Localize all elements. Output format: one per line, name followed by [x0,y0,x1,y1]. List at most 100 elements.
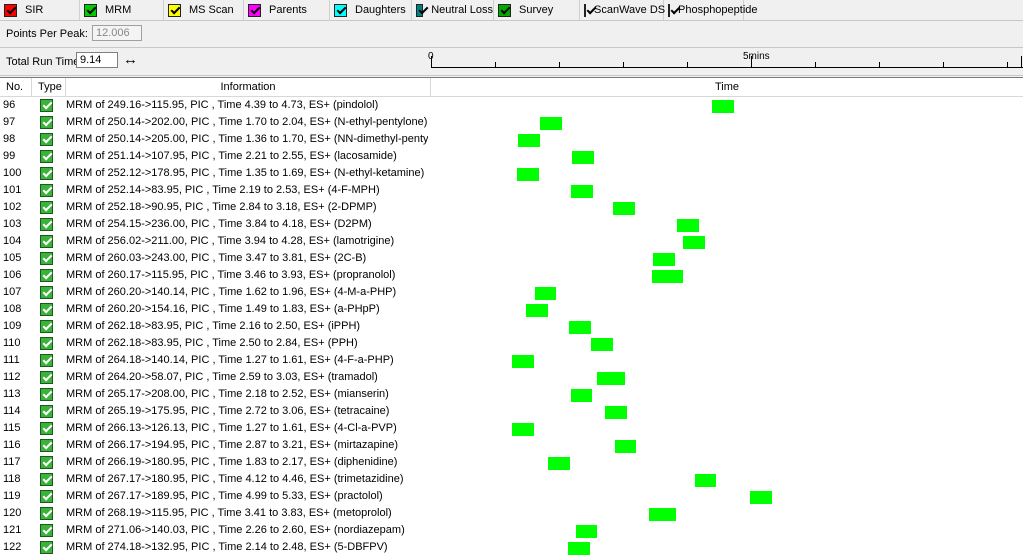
time-window-bar[interactable] [649,508,677,521]
mrm-type-icon [40,337,53,350]
table-row[interactable]: 104 MRM of 256.02->211.00, PIC , Time 3.9… [0,233,1023,250]
table-row[interactable]: 122 MRM of 274.18->132.95, PIC , Time 2.1… [0,539,1023,556]
time-window-bar[interactable] [539,117,562,130]
table-row[interactable]: 121 MRM of 271.06->140.03, PIC , Time 2.2… [0,522,1023,539]
time-window-bar[interactable] [605,406,627,419]
row-number: 98 [3,133,16,145]
time-window-bar[interactable] [676,219,699,232]
toolbar-button[interactable]: Daughters [330,0,412,20]
mrm-type-icon [40,490,53,503]
table-row[interactable]: 101 MRM of 252.14->83.95, PIC , Time 2.19… [0,182,1023,199]
table-row[interactable]: 106 MRM of 260.17->115.95, PIC , Time 3.4… [0,267,1023,284]
table-row[interactable]: 99 MRM of 251.14->107.95, PIC , Time 2.21… [0,148,1023,165]
time-window-bar[interactable] [652,270,683,283]
time-window-bar[interactable] [694,474,717,487]
expand-horizontal-icon[interactable]: ↔ [123,51,138,68]
time-window-bar[interactable] [526,304,549,317]
column-header-time[interactable]: Time [714,81,740,93]
table-row[interactable]: 112 MRM of 264.20->58.07, PIC , Time 2.59… [0,369,1023,386]
table-row[interactable]: 109 MRM of 262.18->83.95, PIC , Time 2.16… [0,318,1023,335]
time-window-bar[interactable] [512,355,535,368]
total-run-time-label: Total Run Time: [6,56,83,68]
toolbar-button[interactable]: MS Scan [164,0,244,20]
mrm-type-icon [40,524,53,537]
table-row[interactable]: 107 MRM of 260.20->140.14, PIC , Time 1.6… [0,284,1023,301]
column-header-type[interactable]: Type [32,78,66,96]
table-row[interactable]: 96 MRM of 249.16->115.95, PIC , Time 4.39… [0,97,1023,114]
table-row[interactable]: 113 MRM of 265.17->208.00, PIC , Time 2.1… [0,386,1023,403]
toolbar-button[interactable]: Phosphopeptide [664,0,758,20]
column-header-no[interactable]: No. [0,78,32,96]
table-row[interactable]: 120 MRM of 268.19->115.95, PIC , Time 3.4… [0,505,1023,522]
table-row[interactable]: 117 MRM of 266.19->180.95, PIC , Time 1.8… [0,454,1023,471]
time-window-bar[interactable] [750,491,773,504]
mrm-icon [84,3,97,17]
table-row[interactable]: 116 MRM of 266.17->194.95, PIC , Time 2.8… [0,437,1023,454]
toolbar-button-label: ScanWave DS [594,4,666,16]
row-information: MRM of 262.18->83.95, PIC , Time 2.50 to… [66,337,358,349]
time-scale-tick [687,62,688,68]
table-row[interactable]: 98 MRM of 250.14->205.00, PIC , Time 1.36… [0,131,1023,148]
time-window-bar[interactable] [596,372,625,385]
time-window-bar[interactable] [570,389,593,402]
table-row[interactable]: 119 MRM of 267.17->189.95, PIC , Time 4.9… [0,488,1023,505]
mrm-type-icon [40,473,53,486]
row-information: MRM of 271.06->140.03, PIC , Time 2.26 t… [66,524,405,536]
toolbar-button-label: MRM [105,4,132,16]
table-row[interactable]: 111 MRM of 264.18->140.14, PIC , Time 1.2… [0,352,1023,369]
phosphopeptide-icon [668,3,670,17]
row-information: MRM of 266.17->194.95, PIC , Time 2.87 t… [66,439,398,451]
table-row[interactable]: 103 MRM of 254.15->236.00, PIC , Time 3.8… [0,216,1023,233]
time-window-bar[interactable] [612,202,635,215]
row-number: 108 [3,303,22,315]
time-window-bar[interactable] [572,151,595,164]
toolbar-button[interactable]: Neutral Loss [412,0,494,20]
row-number: 103 [3,218,22,230]
toolbar-button[interactable]: Survey [494,0,580,20]
table-row[interactable]: 114 MRM of 265.19->175.95, PIC , Time 2.7… [0,403,1023,420]
row-information: MRM of 266.19->180.95, PIC , Time 1.83 t… [66,456,398,468]
mrm-type-icon [40,133,53,146]
table-row[interactable]: 118 MRM of 267.17->180.95, PIC , Time 4.1… [0,471,1023,488]
time-window-bar[interactable] [591,338,613,351]
time-window-bar[interactable] [683,236,705,249]
toolbar-button[interactable]: SIR [0,0,80,20]
experiment-type-toolbar: SIR MRM MS Scan Parents Daughters Neutral Los… [0,0,1023,21]
time-window-bar[interactable] [571,185,593,198]
mrm-type-icon [40,320,53,333]
table-row[interactable]: 110 MRM of 262.18->83.95, PIC , Time 2.50… [0,335,1023,352]
table-row[interactable]: 102 MRM of 252.18->90.95, PIC , Time 2.84… [0,199,1023,216]
time-window-bar[interactable] [517,168,540,181]
time-window-bar[interactable] [548,457,570,470]
time-window-bar[interactable] [534,287,557,300]
toolbar-button[interactable]: MRM [80,0,164,20]
column-header-information[interactable]: Information [66,78,431,96]
time-window-bar[interactable] [569,321,591,334]
time-window-bar[interactable] [512,423,535,436]
total-run-time-input[interactable]: 9.14 [76,52,118,68]
time-window-bar[interactable] [711,100,734,113]
mrm-type-icon [40,456,53,469]
row-information: MRM of 251.14->107.95, PIC , Time 2.21 t… [66,150,397,162]
toolbar-button-label: Parents [269,4,307,16]
time-window-bar[interactable] [614,440,637,453]
time-scale: 0 5mins [428,48,1023,75]
table-row[interactable]: 105 MRM of 260.03->243.00, PIC , Time 3.4… [0,250,1023,267]
table-row[interactable]: 115 MRM of 266.13->126.13, PIC , Time 1.2… [0,420,1023,437]
time-window-bar[interactable] [575,525,598,538]
mrm-type-icon [40,269,53,282]
row-information: MRM of 267.17->180.95, PIC , Time 4.12 t… [66,473,404,485]
toolbar-button[interactable]: ScanWave DS [580,0,666,20]
time-window-bar[interactable] [567,542,590,555]
table-row[interactable]: 97 MRM of 250.14->202.00, PIC , Time 1.70… [0,114,1023,131]
time-window-bar[interactable] [518,134,540,147]
mrm-type-icon [40,150,53,163]
row-number: 96 [3,99,16,111]
row-information: MRM of 268.19->115.95, PIC , Time 3.41 t… [66,507,392,519]
mrm-type-icon [40,235,53,248]
time-window-bar[interactable] [653,253,675,266]
toolbar-button[interactable]: Parents [244,0,330,20]
run-time-row: Total Run Time: 9.14 ↔ 0 5mins [0,48,1023,76]
table-row[interactable]: 108 MRM of 260.20->154.16, PIC , Time 1.4… [0,301,1023,318]
table-row[interactable]: 100 MRM of 252.12->178.95, PIC , Time 1.3… [0,165,1023,182]
